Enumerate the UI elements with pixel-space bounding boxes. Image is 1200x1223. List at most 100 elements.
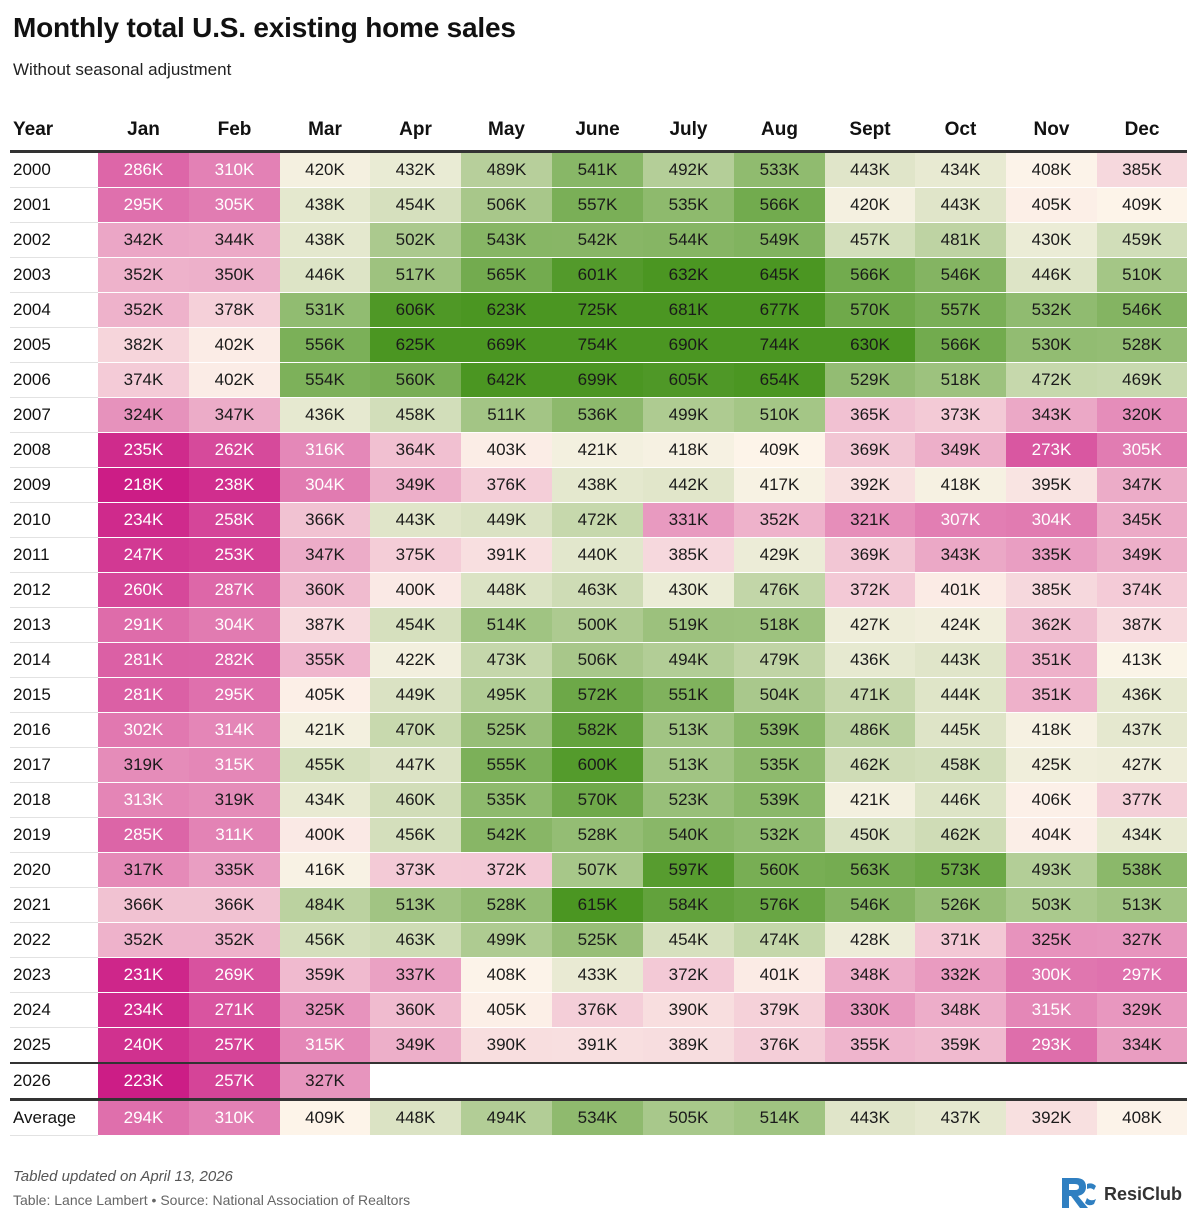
heat-cell: 348K bbox=[915, 992, 1006, 1028]
column-header-apr: Apr bbox=[370, 110, 461, 153]
heat-cell: 443K bbox=[915, 187, 1006, 223]
table-row: 2004 352K 378K 531K 606K 623K 725K 681K 677K 570K… bbox=[10, 292, 1187, 328]
heat-cell: 517K bbox=[370, 257, 461, 293]
heat-cell: 528K bbox=[461, 887, 552, 923]
heat-cell: 337K bbox=[370, 957, 461, 993]
heat-cell: 570K bbox=[825, 292, 915, 328]
heat-cell: 573K bbox=[915, 852, 1006, 888]
year-label: 2025 bbox=[10, 1027, 98, 1064]
heat-cell: 294K bbox=[98, 1098, 189, 1136]
heat-cell: 529K bbox=[825, 362, 915, 398]
heat-cell: 560K bbox=[370, 362, 461, 398]
year-label: 2016 bbox=[10, 712, 98, 748]
heat-cell: 630K bbox=[825, 327, 915, 363]
heat-cell: 456K bbox=[280, 922, 370, 958]
heat-cell: 566K bbox=[825, 257, 915, 293]
heat-cell: 335K bbox=[189, 852, 280, 888]
heat-cell: 601K bbox=[552, 257, 643, 293]
heat-cell: 417K bbox=[734, 467, 825, 503]
heat-cell: 447K bbox=[370, 747, 461, 783]
heat-cell: 459K bbox=[1097, 222, 1187, 258]
heat-cell: 369K bbox=[825, 537, 915, 573]
heat-cell: 669K bbox=[461, 327, 552, 363]
heat-cell: 518K bbox=[734, 607, 825, 643]
table-row: 2001 295K 305K 438K 454K 506K 557K 535K 566K 420K… bbox=[10, 187, 1187, 223]
heat-cell: 605K bbox=[643, 362, 734, 398]
heat-cell: 632K bbox=[643, 257, 734, 293]
brand-name: ResiClub bbox=[1104, 1184, 1183, 1204]
chart-subtitle: Without seasonal adjustment bbox=[13, 60, 232, 79]
heat-cell: 376K bbox=[552, 992, 643, 1028]
heat-cell: 584K bbox=[643, 887, 734, 923]
heat-cell: 235K bbox=[98, 432, 189, 468]
heat-cell: 347K bbox=[189, 397, 280, 433]
heat-cell: 392K bbox=[1006, 1098, 1097, 1136]
heat-cell: 448K bbox=[461, 572, 552, 608]
heat-cell: 438K bbox=[552, 467, 643, 503]
heat-cell: 513K bbox=[643, 747, 734, 783]
heat-cell: 416K bbox=[280, 852, 370, 888]
heat-cell: 532K bbox=[734, 817, 825, 853]
heat-cell: 286K bbox=[98, 151, 189, 188]
heat-cell: 458K bbox=[915, 747, 1006, 783]
table-row: 2022 352K 352K 456K 463K 499K 525K 454K 474K 428K… bbox=[10, 922, 1187, 958]
heat-cell: 421K bbox=[552, 432, 643, 468]
heat-cell: 240K bbox=[98, 1027, 189, 1064]
heat-cell: 504K bbox=[734, 677, 825, 713]
table-row: 2003 352K 350K 446K 517K 565K 601K 632K 645K 566K… bbox=[10, 257, 1187, 293]
heat-cell: 352K bbox=[98, 922, 189, 958]
heat-cell: 330K bbox=[825, 992, 915, 1028]
heat-cell: 405K bbox=[1006, 187, 1097, 223]
heat-cell: 315K bbox=[189, 747, 280, 783]
heat-cell: 348K bbox=[825, 957, 915, 993]
heat-cell: 455K bbox=[280, 747, 370, 783]
heat-cell: 421K bbox=[825, 782, 915, 818]
heat-cell: 572K bbox=[552, 677, 643, 713]
heat-cell: 546K bbox=[915, 257, 1006, 293]
heat-cell: 538K bbox=[1097, 852, 1187, 888]
heat-cell: 327K bbox=[1097, 922, 1187, 958]
heat-cell: 413K bbox=[1097, 642, 1187, 678]
heat-cell: 543K bbox=[461, 222, 552, 258]
year-label: 2010 bbox=[10, 502, 98, 538]
heat-cell: 382K bbox=[98, 327, 189, 363]
heat-cell: 392K bbox=[825, 467, 915, 503]
table-row: 2016 302K 314K 421K 470K 525K 582K 513K 539K 486K… bbox=[10, 712, 1187, 748]
heat-cell: 408K bbox=[1006, 151, 1097, 188]
year-label: 2001 bbox=[10, 187, 98, 223]
heat-cell: 430K bbox=[643, 572, 734, 608]
heat-cell: 314K bbox=[189, 712, 280, 748]
year-label: 2006 bbox=[10, 362, 98, 398]
heat-cell: 295K bbox=[189, 677, 280, 713]
table-row: 2008 235K 262K 316K 364K 403K 421K 418K 409K 369K… bbox=[10, 432, 1187, 468]
table-row: 2007 324K 347K 436K 458K 511K 536K 499K 510K 365K… bbox=[10, 397, 1187, 433]
heat-cell: 566K bbox=[734, 187, 825, 223]
heat-cell: 420K bbox=[280, 151, 370, 188]
heat-cell: 443K bbox=[825, 151, 915, 188]
heat-cell: 334K bbox=[1097, 1027, 1187, 1064]
table-row: 2000 286K 310K 420K 432K 489K 541K 492K 533K 443K… bbox=[10, 151, 1187, 188]
year-label: 2026 bbox=[10, 1062, 98, 1100]
heat-cell: 443K bbox=[825, 1098, 915, 1136]
table-row: 2021 366K 366K 484K 513K 528K 615K 584K 576K 546K… bbox=[10, 887, 1187, 923]
heat-cell: 495K bbox=[461, 677, 552, 713]
heat-cell: 385K bbox=[1006, 572, 1097, 608]
heat-cell: 317K bbox=[98, 852, 189, 888]
heat-cell: 391K bbox=[461, 537, 552, 573]
heat-cell: 387K bbox=[280, 607, 370, 643]
heat-cell: 506K bbox=[552, 642, 643, 678]
heat-cell: 409K bbox=[1097, 187, 1187, 223]
heat-cell: 257K bbox=[189, 1062, 280, 1100]
heat-cell: 542K bbox=[552, 222, 643, 258]
column-header-year: Year bbox=[10, 110, 98, 153]
table-row: 2002 342K 344K 438K 502K 543K 542K 544K 549K 457K… bbox=[10, 222, 1187, 258]
heat-cell: 374K bbox=[1097, 572, 1187, 608]
year-label: 2013 bbox=[10, 607, 98, 643]
heat-cell: 430K bbox=[1006, 222, 1097, 258]
heat-cell: 493K bbox=[1006, 852, 1097, 888]
heat-cell: 454K bbox=[643, 922, 734, 958]
heat-cell: 344K bbox=[189, 222, 280, 258]
heat-cell: 492K bbox=[643, 151, 734, 188]
heat-cell: 293K bbox=[1006, 1027, 1097, 1064]
column-header-july: July bbox=[643, 110, 734, 153]
